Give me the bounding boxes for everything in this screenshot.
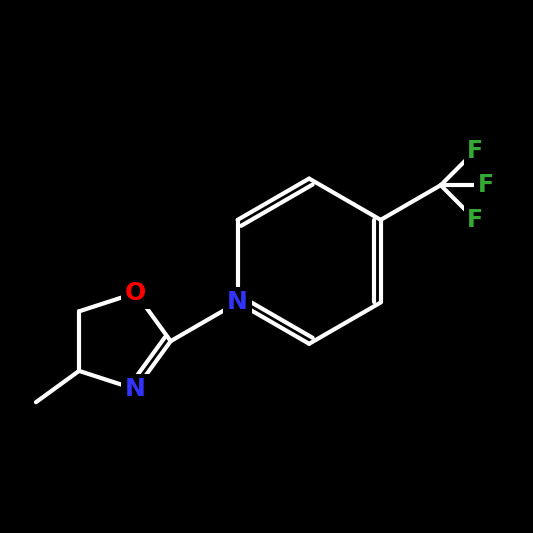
- Text: N: N: [125, 377, 146, 401]
- Text: F: F: [467, 208, 483, 232]
- Text: O: O: [125, 281, 146, 305]
- Text: N: N: [227, 290, 248, 314]
- Text: F: F: [478, 173, 494, 197]
- Text: F: F: [467, 139, 483, 163]
